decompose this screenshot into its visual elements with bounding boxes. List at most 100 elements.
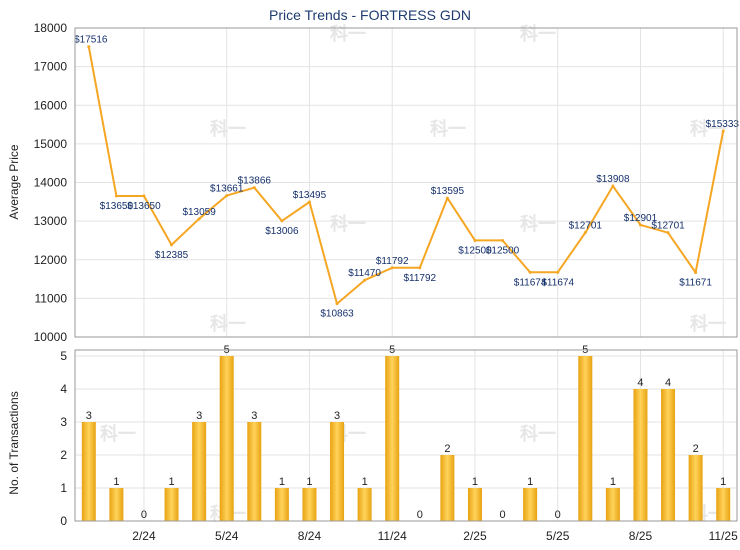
watermark-text: 科一 — [330, 23, 366, 45]
x-tick-label: 5/24 — [215, 529, 239, 543]
price-y-tick-label: 12000 — [34, 253, 68, 267]
price-point-label: $11674 — [514, 277, 547, 288]
transaction-bar — [467, 488, 482, 521]
transaction-bar — [164, 488, 179, 521]
transaction-count-label: 2 — [693, 443, 699, 455]
price-point-label: $13908 — [596, 174, 630, 185]
transaction-count-label: 0 — [417, 509, 423, 521]
transaction-bar — [633, 389, 648, 521]
price-point-marker — [473, 238, 477, 242]
transaction-count-label: 0 — [499, 509, 505, 521]
transaction-count-label: 1 — [113, 476, 119, 488]
transaction-count-label: 3 — [86, 410, 92, 422]
price-point-label: $12901 — [624, 213, 658, 224]
price-point-marker — [418, 266, 422, 270]
watermark-text: 科一 — [520, 23, 556, 45]
price-point-label: $13866 — [238, 176, 272, 187]
transactions-y-axis-label: No. of Transactions — [7, 391, 21, 494]
price-point-label: $13006 — [265, 226, 299, 237]
price-point-label: $12701 — [569, 221, 603, 232]
transaction-bar — [274, 488, 289, 521]
transaction-count-label: 3 — [196, 410, 202, 422]
price-point-label: $12701 — [651, 221, 685, 232]
price-point-marker — [335, 302, 339, 306]
price-point-label: $11792 — [376, 256, 409, 267]
x-tick-label: 11/25 — [709, 529, 738, 543]
price-point-marker — [390, 266, 394, 270]
price-point-marker — [501, 238, 505, 242]
watermark-text: 科一 — [100, 423, 136, 445]
price-point-label: $13661 — [210, 184, 244, 195]
price-point-label: $13650 — [127, 201, 161, 212]
chart-title: Price Trends - FORTRESS GDN — [269, 7, 471, 23]
watermarks: 科一科一科一科一科一科一科一科一科一科一科一科一科一科一 — [100, 23, 726, 525]
transaction-count-label: 3 — [251, 410, 257, 422]
transaction-count-label: 1 — [279, 476, 285, 488]
price-point-marker — [252, 186, 256, 190]
transaction-bar — [385, 356, 400, 521]
price-point-label: $11674 — [541, 277, 574, 288]
price-point-marker — [170, 243, 174, 247]
watermark-text: 科一 — [520, 423, 556, 445]
x-tick-label: 11/24 — [378, 529, 407, 543]
price-y-tick-label: 17000 — [34, 60, 68, 74]
transaction-count-label: 3 — [334, 410, 340, 422]
transactions-y-tick-label: 5 — [60, 349, 67, 363]
transactions-y-tick-label: 3 — [60, 415, 67, 429]
transaction-bar — [302, 488, 317, 521]
transactions-y-tick-label: 4 — [60, 382, 67, 396]
price-point-label: $10863 — [320, 309, 354, 320]
price-y-tick-label: 10000 — [34, 330, 68, 344]
price-y-ticks: 10000 11000 12000 13000 14000 15000 16000 17000… — [34, 21, 68, 344]
price-point-label: $12500 — [486, 245, 520, 256]
transaction-count-label: 0 — [141, 509, 147, 521]
price-point-marker — [142, 194, 146, 198]
watermark-text: 科一 — [210, 313, 246, 335]
price-point-marker — [363, 278, 367, 282]
price-point-labels: $17516 $13650$13650 $12385 $13059 $13661$138… — [74, 35, 739, 320]
transaction-bar — [661, 389, 676, 521]
transaction-bar — [192, 422, 207, 521]
price-y-tick-label: 14000 — [34, 176, 68, 190]
price-y-axis-label: Average Price — [7, 144, 21, 219]
transaction-bar — [109, 488, 124, 521]
price-point-marker — [197, 217, 201, 221]
price-point-label: $15333 — [706, 119, 740, 130]
transaction-bar — [523, 488, 538, 521]
transaction-count-label: 4 — [665, 377, 671, 389]
price-point-marker — [445, 196, 449, 200]
price-point-marker — [307, 200, 311, 204]
price-y-tick-label: 16000 — [34, 98, 68, 112]
transaction-bars — [81, 356, 731, 521]
price-point-label: $11470 — [348, 268, 381, 279]
transaction-bar — [688, 455, 703, 521]
plot-frames — [74, 27, 738, 522]
transaction-bar — [578, 356, 593, 521]
x-tick-label: 2/25 — [463, 529, 487, 543]
x-tick-label: 8/25 — [629, 529, 653, 543]
price-point-label: $11671 — [679, 277, 712, 288]
price-point-marker — [114, 194, 118, 198]
transaction-count-label: 1 — [306, 476, 312, 488]
price-y-tick-label: 15000 — [34, 137, 68, 151]
price-point-marker — [638, 223, 642, 227]
transaction-count-label: 1 — [720, 476, 726, 488]
watermark-text: 科一 — [210, 118, 246, 140]
price-point-marker — [87, 45, 91, 49]
transaction-bar — [330, 422, 345, 521]
transaction-count-label: 2 — [444, 443, 450, 455]
x-tick-label: 2/24 — [132, 529, 156, 543]
price-point-label: $11792 — [403, 273, 436, 284]
watermark-text: 科一 — [330, 213, 366, 235]
price-point-marker — [528, 270, 532, 274]
transactions-plot-frame — [74, 349, 738, 522]
price-y-tick-label: 11000 — [35, 291, 68, 305]
price-point-label: $12500 — [458, 245, 492, 256]
price-point-marker — [666, 231, 670, 235]
transaction-count-label: 1 — [527, 476, 533, 488]
price-point-marker — [583, 231, 587, 235]
transaction-bar — [219, 356, 234, 521]
watermark-text: 科一 — [520, 213, 556, 235]
